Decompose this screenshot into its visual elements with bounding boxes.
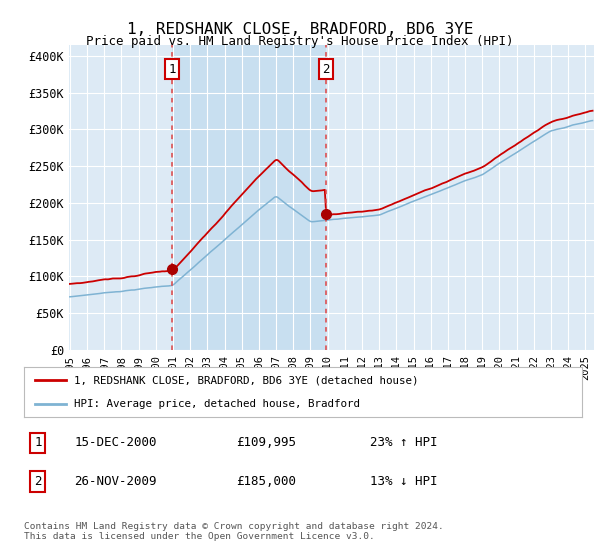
Text: 26-NOV-2009: 26-NOV-2009	[74, 475, 157, 488]
Text: Contains HM Land Registry data © Crown copyright and database right 2024.
This d: Contains HM Land Registry data © Crown c…	[24, 522, 444, 542]
Text: 23% ↑ HPI: 23% ↑ HPI	[370, 436, 437, 450]
Bar	[172, 45, 326, 350]
Text: 1, REDSHANK CLOSE, BRADFORD, BD6 3YE (detached house): 1, REDSHANK CLOSE, BRADFORD, BD6 3YE (de…	[74, 375, 419, 385]
Text: 15-DEC-2000: 15-DEC-2000	[74, 436, 157, 450]
Text: Price paid vs. HM Land Registry's House Price Index (HPI): Price paid vs. HM Land Registry's House …	[86, 35, 514, 48]
Text: 1: 1	[169, 63, 176, 76]
Text: 13% ↓ HPI: 13% ↓ HPI	[370, 475, 437, 488]
Text: 2: 2	[322, 63, 329, 76]
Text: 1: 1	[34, 436, 42, 450]
Text: 1, REDSHANK CLOSE, BRADFORD, BD6 3YE: 1, REDSHANK CLOSE, BRADFORD, BD6 3YE	[127, 22, 473, 38]
Text: 2: 2	[34, 475, 42, 488]
Text: £185,000: £185,000	[236, 475, 296, 488]
Text: HPI: Average price, detached house, Bradford: HPI: Average price, detached house, Brad…	[74, 399, 360, 409]
Text: £109,995: £109,995	[236, 436, 296, 450]
